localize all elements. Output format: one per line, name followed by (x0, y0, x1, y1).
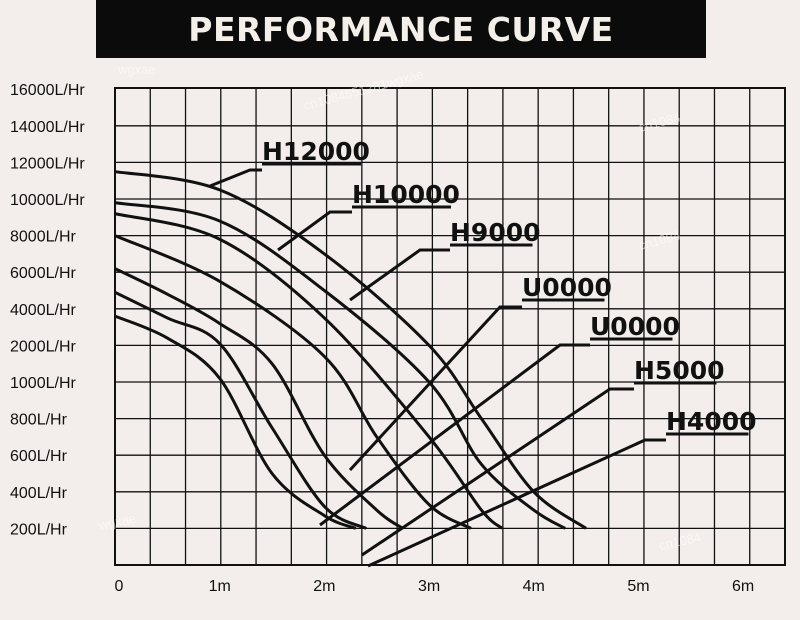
y-tick-label: 6000L/Hr (10, 265, 76, 282)
x-tick-label: 0 (115, 578, 124, 595)
y-tick-label: 200L/Hr (10, 521, 68, 538)
leader-line (319, 343, 590, 527)
series-labels: H12000 H10000 H9000 U0000 U0000 H5000 H4000 wgx… (97, 62, 757, 568)
x-tick-label: 6m (732, 578, 754, 595)
watermark-text: wgxae (117, 62, 156, 77)
curve-u0000 (114, 267, 404, 530)
x-tick-label: 1m (209, 578, 231, 595)
curve-h5000 (114, 290, 367, 530)
curve-u0000 (114, 234, 472, 530)
series-label-h4000: H4000 (666, 407, 757, 436)
leader-line (349, 248, 450, 302)
y-tick-label: 1000L/Hr (10, 375, 76, 392)
watermark-text: cn1084 (658, 529, 703, 553)
x-tick-label: 2m (313, 578, 335, 595)
leader-line (209, 168, 262, 188)
y-tick-label: 2000L/Hr (10, 338, 76, 355)
series-label-h12000: H12000 (262, 137, 370, 166)
leader-line (277, 210, 352, 252)
leader-line (367, 438, 666, 568)
chart-title: PERFORMANCE CURVE (96, 0, 706, 58)
y-tick-label: 8000L/Hr (10, 229, 76, 246)
curve-h12000 (114, 170, 587, 530)
curve-h9000 (114, 212, 504, 530)
x-tick-label: 4m (523, 578, 545, 595)
series-label-u0000: U0000 (522, 273, 612, 302)
y-tick-label: 10000L/Hr (10, 192, 85, 209)
y-tick-label: 600L/Hr (10, 448, 68, 465)
y-tick-label: 16000L/Hr (10, 82, 85, 99)
plot-frame (114, 87, 786, 566)
x-tick-label: 5m (627, 578, 649, 595)
x-axis-ticks: 0 1m 2m 3m 4m 5m 6m (115, 578, 755, 595)
chart-grid (114, 87, 786, 566)
x-tick-label: 3m (418, 578, 440, 595)
watermark-text: wgxae (97, 510, 138, 533)
y-tick-label: 4000L/Hr (10, 302, 76, 319)
y-tick-label: 14000L/Hr (10, 119, 85, 136)
watermark-text: cn1084551281wgxae (302, 66, 425, 112)
curve-h4000 (114, 314, 357, 530)
series-label-h9000: H9000 (450, 218, 541, 247)
y-axis-ticks: 200L/Hr 400L/Hr 600L/Hr 800L/Hr 1000L/Hr 2000… (10, 82, 85, 538)
leader-line (348, 305, 522, 472)
leader-line (361, 387, 634, 557)
series-label-u0000: U0000 (590, 312, 680, 341)
y-tick-label: 400L/Hr (10, 485, 68, 502)
y-tick-label: 800L/Hr (10, 412, 68, 429)
performance-curves (114, 170, 587, 530)
curve-h10000 (114, 201, 566, 530)
series-label-h5000: H5000 (634, 356, 725, 385)
series-label-h10000: H10000 (352, 180, 460, 209)
y-tick-label: 12000L/Hr (10, 155, 85, 172)
